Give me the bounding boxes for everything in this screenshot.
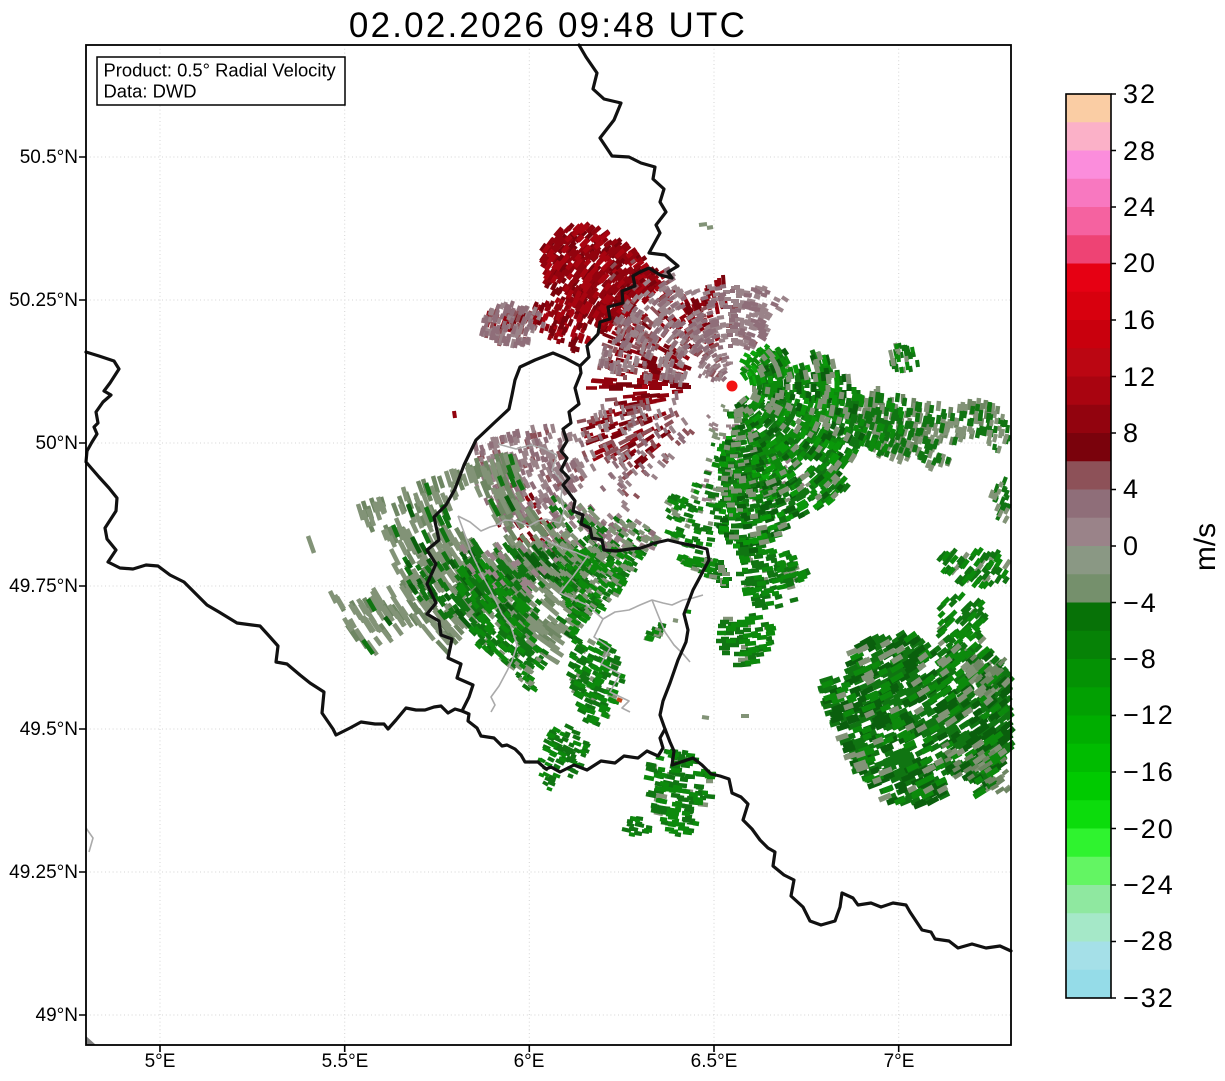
svg-text:7°E: 7°E — [884, 1051, 915, 1072]
svg-text:24: 24 — [1123, 192, 1157, 222]
svg-text:5.5°E: 5.5°E — [322, 1051, 369, 1072]
svg-text:−24: −24 — [1123, 870, 1175, 900]
svg-text:−8: −8 — [1123, 644, 1158, 674]
svg-text:16: 16 — [1123, 305, 1157, 335]
svg-text:28: 28 — [1123, 136, 1157, 166]
svg-text:−4: −4 — [1123, 588, 1158, 618]
svg-text:Data: DWD: Data: DWD — [104, 81, 197, 102]
svg-text:Product: 0.5° Radial Velocity: Product: 0.5° Radial Velocity — [104, 60, 337, 81]
svg-text:02.02.2026 09:48 UTC: 02.02.2026 09:48 UTC — [349, 6, 747, 45]
svg-text:8: 8 — [1123, 418, 1140, 448]
svg-text:−32: −32 — [1123, 983, 1175, 1013]
svg-text:5°E: 5°E — [145, 1051, 176, 1072]
svg-text:m/s: m/s — [1189, 523, 1222, 571]
svg-text:6.5°E: 6.5°E — [691, 1051, 738, 1072]
svg-text:−12: −12 — [1123, 700, 1175, 730]
svg-text:50.25°N: 50.25°N — [9, 290, 78, 311]
svg-text:50°N: 50°N — [36, 433, 78, 454]
svg-text:6°E: 6°E — [514, 1051, 545, 1072]
svg-text:−20: −20 — [1123, 814, 1175, 844]
svg-text:49°N: 49°N — [36, 1005, 78, 1026]
svg-text:49.25°N: 49.25°N — [9, 862, 78, 883]
svg-text:−16: −16 — [1123, 757, 1175, 787]
svg-text:12: 12 — [1123, 362, 1157, 392]
svg-text:32: 32 — [1123, 79, 1157, 109]
svg-text:49.75°N: 49.75°N — [9, 576, 78, 597]
svg-text:50.5°N: 50.5°N — [20, 147, 78, 168]
svg-text:0: 0 — [1123, 531, 1140, 561]
svg-text:−28: −28 — [1123, 926, 1175, 956]
svg-text:49.5°N: 49.5°N — [20, 719, 78, 740]
svg-text:4: 4 — [1123, 474, 1140, 504]
svg-text:20: 20 — [1123, 248, 1157, 278]
